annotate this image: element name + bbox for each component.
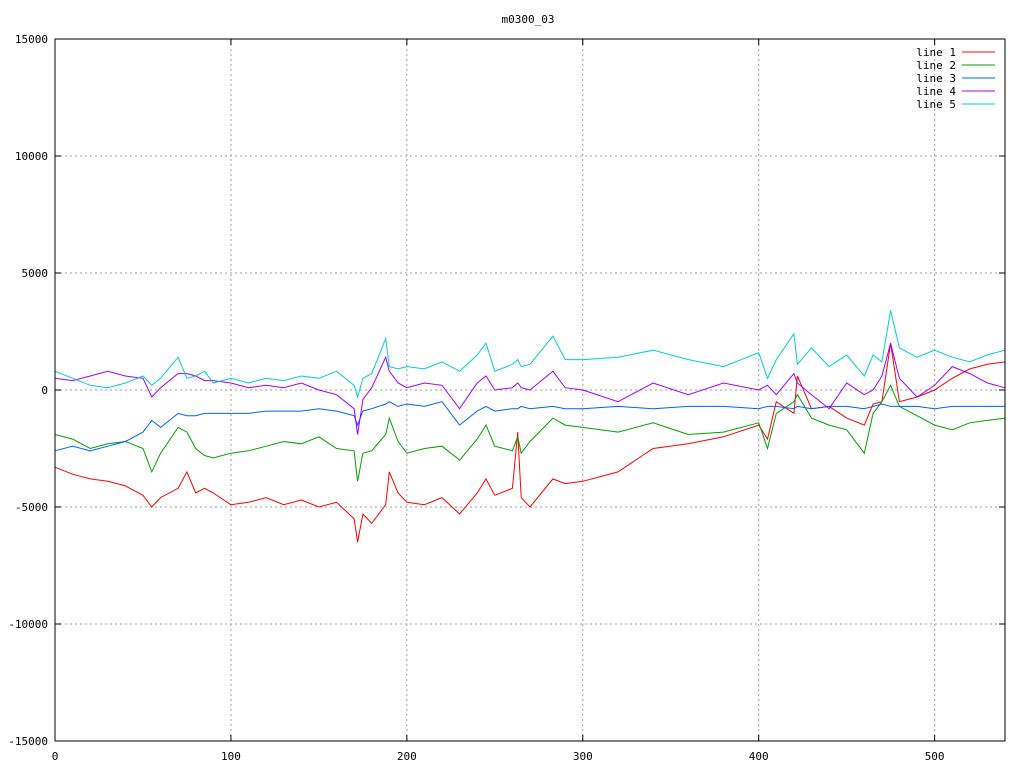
series-line-2 <box>54 384 1006 482</box>
series-line-3 <box>54 401 1005 452</box>
legend-item: line 3 <box>916 72 995 85</box>
legend-label: line 1 <box>916 46 956 59</box>
x-tick-label: 200 <box>397 750 417 763</box>
legend-label: line 3 <box>916 72 956 85</box>
plot-frame <box>54 38 1006 742</box>
y-tick-label: 15000 <box>15 33 48 46</box>
series-line-5 <box>54 310 1006 399</box>
y-tick-label: 5000 <box>22 267 49 280</box>
x-tick-label: 0 <box>52 750 59 763</box>
chart-title: m0300_03 <box>502 13 555 26</box>
legend-label: line 4 <box>916 85 956 98</box>
y-tick-label: 10000 <box>15 150 48 163</box>
legend-item: line 5 <box>916 98 995 111</box>
x-tick-label: 500 <box>925 750 945 763</box>
legend-item: line 1 <box>916 46 995 59</box>
y-tick-label: -15000 <box>8 735 48 748</box>
legend-label: line 2 <box>916 59 956 72</box>
legend-label: line 5 <box>916 98 956 111</box>
x-tick-label: 100 <box>221 750 241 763</box>
series-lines <box>54 310 1006 543</box>
y-tick-label: 0 <box>41 384 48 397</box>
x-tick-label: 300 <box>573 750 593 763</box>
x-tick-label: 400 <box>749 750 769 763</box>
y-tick-label: -10000 <box>8 618 48 631</box>
series-line-4 <box>54 343 1006 435</box>
series-line-1 <box>54 343 1006 543</box>
legend-item: line 4 <box>916 85 995 98</box>
legend-item: line 2 <box>916 59 995 72</box>
y-tick-label: -5000 <box>15 501 48 514</box>
